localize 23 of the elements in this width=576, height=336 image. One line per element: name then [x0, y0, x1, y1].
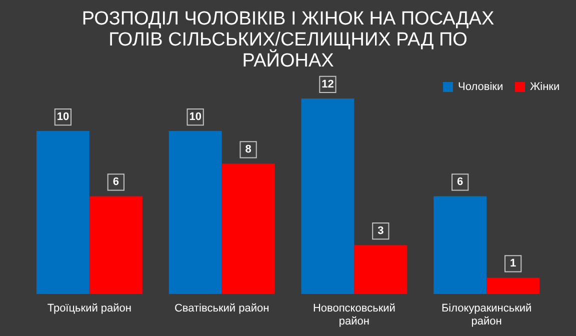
bar: [486, 278, 540, 294]
x-tick-label: Троїцький район: [47, 302, 132, 314]
x-tick-label: Білокуракинський район: [441, 302, 532, 328]
bar: [222, 164, 275, 294]
bar: [301, 98, 354, 294]
x-tick-label: Сватівський район: [174, 302, 270, 314]
bar: [36, 131, 90, 294]
x-tick-label: Новопсковський район: [312, 302, 396, 328]
data-label: 12: [322, 78, 334, 90]
legend-label: Чоловіки: [458, 81, 504, 93]
legend-label: Жінки: [530, 81, 560, 93]
data-label: 3: [378, 225, 384, 238]
chart-title: РОЗПОДІЛ ЧОЛОВІКІВ І ЖІНОК НА ПОСАДАХ ГОЛІВ СІЛЬСЬКИХ/СЕЛИЩНИХ РАД ПО РАЙОНАХ: [82, 8, 494, 72]
data-label: 6: [457, 176, 464, 188]
bar: [168, 131, 222, 294]
bar: [354, 245, 408, 294]
bar: [89, 196, 142, 294]
bar: [434, 196, 487, 294]
data-label: 10: [189, 111, 202, 124]
data-label: 10: [56, 111, 70, 124]
data-label: 8: [245, 144, 252, 156]
data-label: 6: [112, 176, 119, 188]
data-label: 1: [510, 258, 516, 270]
